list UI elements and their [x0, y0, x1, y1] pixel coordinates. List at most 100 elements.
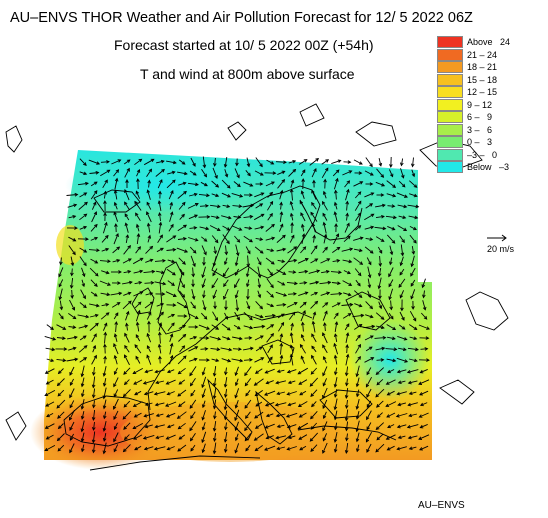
wind-arrow-head — [392, 326, 397, 330]
wind-arrow-shaft — [81, 420, 85, 432]
wind-arrow-shaft — [45, 368, 55, 374]
wind-arrow-head — [144, 369, 149, 374]
wind-arrow-shaft — [103, 433, 107, 441]
wind-arrow-head — [358, 303, 363, 308]
wind-arrow-head — [377, 285, 382, 290]
wind-arrow-shaft — [323, 191, 327, 199]
wind-arrow-head — [113, 438, 117, 443]
wind-arrow-shaft — [69, 299, 75, 311]
wind-arrow-head — [133, 414, 138, 418]
wind-arrow-shaft — [374, 337, 386, 339]
wind-arrow-head — [83, 162, 87, 167]
wind-arrow-head — [172, 271, 176, 276]
wind-arrow-shaft — [297, 422, 309, 430]
wind-arrow-shaft — [124, 189, 130, 201]
wind-arrow-head — [51, 347, 56, 352]
wind-arrow-head — [214, 239, 219, 244]
wind-arrow-head — [181, 284, 185, 289]
wind-arrow-head — [190, 392, 194, 397]
wind-arrow-shaft — [355, 212, 361, 222]
wind-arrow-head — [298, 414, 303, 418]
wind-arrow-head — [275, 380, 280, 385]
wind-arrow-head — [311, 354, 315, 359]
wind-arrow-head — [347, 160, 352, 164]
wind-arrow-shaft — [155, 380, 165, 384]
wind-arrow-shaft — [69, 388, 75, 398]
wind-arrow-head — [94, 260, 99, 264]
wind-arrow-head — [393, 347, 398, 352]
wind-arrow-head — [69, 394, 73, 399]
wind-arrow-shaft — [334, 322, 338, 332]
wind-arrow-shaft — [93, 421, 95, 431]
wind-arrow-head — [201, 371, 206, 376]
wind-arrow-head — [397, 435, 402, 440]
wind-arrow-head — [404, 194, 408, 198]
wind-arrow-shaft — [145, 402, 153, 406]
wind-arrow-shaft — [188, 214, 198, 220]
wind-arrow-head — [62, 358, 67, 363]
wind-arrow-head — [181, 201, 186, 206]
wind-arrow-head — [135, 355, 139, 360]
wind-arrow-head — [286, 424, 291, 429]
wind-arrow-shaft — [79, 226, 87, 230]
wind-arrow-head — [358, 248, 363, 253]
wind-arrow-shaft — [410, 289, 416, 299]
wind-arrow-head — [124, 201, 128, 206]
wind-arrow-shaft — [408, 413, 418, 417]
wind-arrow-head — [338, 270, 342, 275]
wind-arrow-shaft — [179, 345, 185, 353]
wind-arrow-head — [287, 402, 292, 407]
wind-arrow-head — [102, 450, 107, 455]
wind-arrow-shaft — [420, 402, 428, 406]
wind-arrow-head — [346, 180, 351, 184]
wind-arrow-head — [58, 283, 62, 288]
wind-arrow-head — [270, 332, 274, 337]
wind-arrow-head — [234, 449, 238, 454]
wind-arrow-shaft — [364, 357, 374, 363]
wind-arrow-head — [44, 425, 49, 429]
wind-arrow-shaft — [232, 205, 242, 207]
wind-arrow-shaft — [420, 348, 428, 350]
wind-arrow-head — [322, 415, 327, 420]
wind-arrow-shaft — [178, 257, 186, 265]
wind-arrow-shaft — [242, 204, 254, 208]
wind-arrow-shaft — [310, 367, 318, 375]
wind-arrow-head — [357, 334, 361, 339]
wind-arrow-shaft — [166, 249, 176, 251]
wind-arrow-head — [138, 280, 143, 285]
wind-arrow-shaft — [375, 347, 385, 351]
wind-arrow-shaft — [177, 224, 187, 232]
wind-arrow-head — [407, 435, 412, 440]
wind-arrow-shaft — [300, 310, 306, 322]
wind-arrow-head — [143, 391, 148, 396]
wind-arrow-head — [269, 344, 273, 349]
wind-arrow-head — [389, 306, 394, 311]
wind-arrow-shaft — [88, 249, 100, 251]
wind-arrow-shaft — [288, 160, 296, 164]
wind-arrow-head — [413, 193, 418, 198]
wind-arrow-head — [300, 190, 305, 195]
wind-arrow-head — [348, 170, 353, 174]
wind-arrow-shaft — [99, 280, 111, 286]
wind-arrow-shaft — [100, 292, 110, 296]
wind-arrow-head — [283, 160, 287, 165]
wind-arrow-shaft — [310, 422, 318, 430]
wind-arrow-shaft — [354, 303, 362, 307]
wind-arrow-head — [148, 311, 152, 316]
wind-arrow-head — [322, 372, 326, 377]
wind-arrow-shaft — [422, 300, 426, 310]
wind-arrow-shaft — [278, 224, 284, 232]
wind-arrow-head — [226, 204, 231, 209]
wind-arrow-shaft — [136, 169, 140, 177]
wind-arrow-shaft — [202, 400, 206, 408]
wind-arrow-head — [386, 414, 391, 418]
wind-arrow-shaft — [146, 312, 152, 320]
wind-arrow-head — [226, 327, 231, 331]
wind-arrow-shaft — [345, 333, 349, 343]
wind-arrow-head — [135, 334, 140, 338]
wind-arrow-head — [191, 273, 196, 278]
wind-arrow-shaft — [310, 245, 318, 255]
wind-arrow-head — [91, 394, 96, 399]
wind-arrow-shaft — [309, 432, 319, 442]
wind-arrow-shaft — [354, 248, 362, 252]
